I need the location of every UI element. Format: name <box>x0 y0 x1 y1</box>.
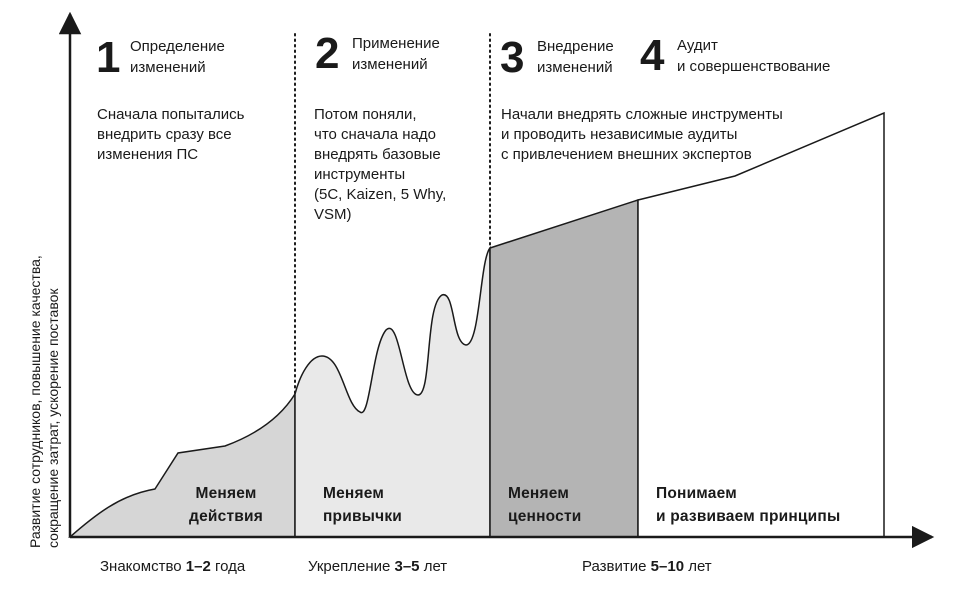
stage-2-title-line-2: изменений <box>352 56 428 73</box>
stage-2-description-line: что сначала надо <box>314 126 436 143</box>
stage-1-band-label: Меняем действия <box>189 485 263 525</box>
stage-2-band-label: Меняем привычки <box>323 485 402 525</box>
band-label-line: действия <box>189 508 263 525</box>
stage-3-description-line: с привлечением внешних экспертов <box>501 146 752 163</box>
band-label-line: Меняем <box>323 485 384 502</box>
stage-2-description-line: внедрять базовые <box>314 146 441 163</box>
stage-3-title-line-1: Внедрение <box>537 38 614 55</box>
band-label-line: Меняем <box>508 485 569 502</box>
stage-3-description-line: и проводить независимые аудиты <box>501 126 737 143</box>
stage-4-title-line-2: и совершенствование <box>677 58 830 75</box>
stage-2-description: Потом поняли, что сначала надо внедрять … <box>314 106 446 223</box>
stage-1-title-line-1: Определение <box>130 38 225 55</box>
stage-2-title-line-1: Применение <box>352 35 440 52</box>
timeline-label-2: Укрепление 3–5 лет <box>308 558 447 575</box>
stage-3-header: 3 Внедрение изменений <box>500 33 614 82</box>
stage-4-number: 4 <box>640 31 665 80</box>
band-label-line: Понимаем <box>656 485 737 502</box>
area-stage-1 <box>68 391 296 538</box>
stage-areas <box>68 111 885 538</box>
stage-3-number: 3 <box>500 33 524 82</box>
area-stage-2 <box>294 245 491 538</box>
stage-1-description-line: внедрить сразу все <box>97 126 232 143</box>
stage-2-number: 2 <box>315 29 339 78</box>
timeline-label-1: Знакомство 1–2 года <box>100 558 246 575</box>
stage-1-header: 1 Определение изменений <box>96 33 225 82</box>
timeline: Знакомство 1–2 года Укрепление 3–5 лет Р… <box>100 558 712 575</box>
stage-2-description-line: Потом поняли, <box>314 106 417 123</box>
stage-3-description: Начали внедрять сложные инструменты и пр… <box>501 106 783 163</box>
stage-2-description-line: (5С, Kaizen, 5 Why, <box>314 186 446 203</box>
stage-1-description-line: изменения ПС <box>97 146 198 163</box>
stage-2-description-line: VSM) <box>314 206 352 223</box>
y-axis-label-line-2: сокращение затрат, ускорение поставок <box>45 288 61 548</box>
stage-1-title-line-2: изменений <box>130 59 206 76</box>
band-label-line: привычки <box>323 508 402 525</box>
stage-1-description: Сначала попытались внедрить сразу все из… <box>97 106 245 163</box>
stage-2-description-line: инструменты <box>314 166 405 183</box>
timeline-label-3: Развитие 5–10 лет <box>582 558 712 575</box>
band-label-line: ценности <box>508 508 581 525</box>
stage-2-header: 2 Применение изменений <box>315 29 440 78</box>
stage-4-band-label: Понимаем и развиваем принципы <box>656 485 840 525</box>
stage-4-header: 4 Аудит и совершенствование <box>640 31 830 80</box>
stage-3-band-label: Меняем ценности <box>508 485 581 525</box>
area-stage-4 <box>637 111 885 538</box>
stage-1-number: 1 <box>96 33 120 82</box>
y-axis-label: Развитие сотрудников, повышение качества… <box>27 255 61 548</box>
stage-1-description-line: Сначала попытались <box>97 106 245 123</box>
y-axis-label-line-1: Развитие сотрудников, повышение качества… <box>27 255 43 548</box>
stage-3-description-line: Начали внедрять сложные инструменты <box>501 106 783 123</box>
band-label-line: Меняем <box>195 485 256 502</box>
stage-4-title-line-1: Аудит <box>677 37 718 54</box>
stage-3-title-line-2: изменений <box>537 59 613 76</box>
stage-separators <box>294 33 491 395</box>
axes <box>58 11 935 549</box>
band-label-line: и развиваем принципы <box>656 508 840 525</box>
